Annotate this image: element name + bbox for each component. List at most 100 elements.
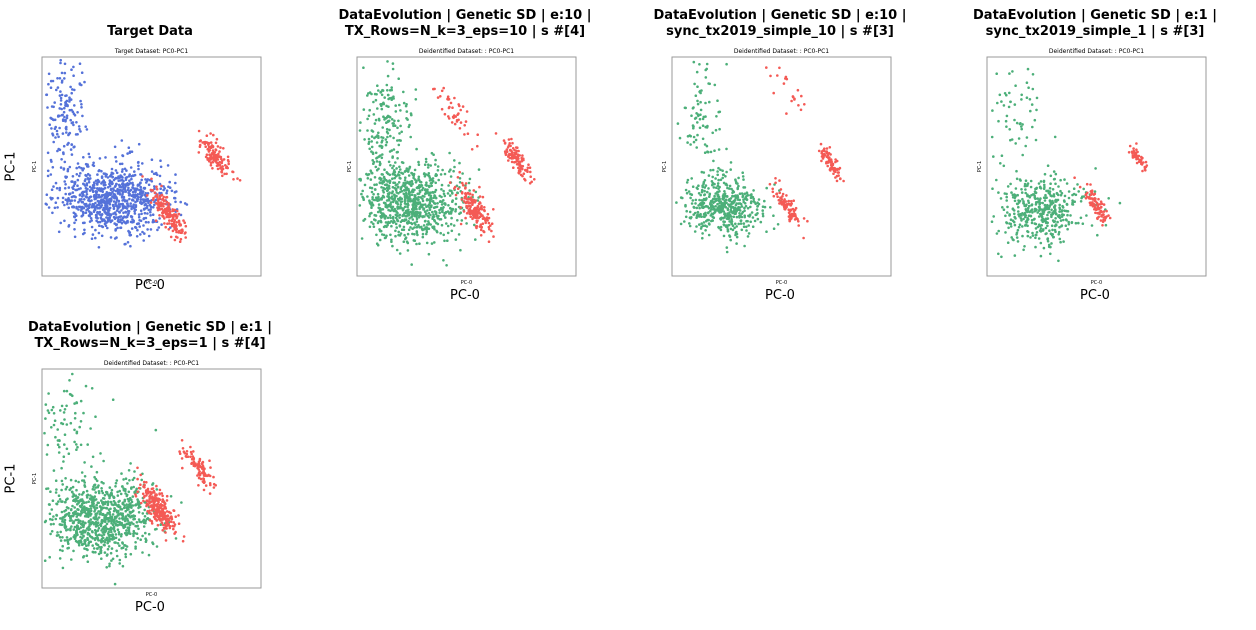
data-point: [1052, 178, 1056, 181]
data-point: [126, 517, 129, 521]
data-point: [141, 230, 144, 234]
data-point: [458, 181, 462, 184]
data-point: [121, 182, 124, 185]
data-point: [114, 485, 117, 488]
data-point: [411, 182, 414, 185]
data-point: [691, 199, 695, 202]
data-point: [77, 187, 80, 191]
data-point: [1001, 206, 1004, 209]
data-point: [156, 202, 160, 206]
data-point: [84, 538, 87, 542]
data-point: [103, 219, 107, 223]
data-point: [118, 489, 121, 493]
data-point: [358, 204, 362, 207]
data-point: [100, 217, 103, 221]
data-point: [179, 237, 183, 241]
data-point: [102, 181, 105, 184]
data-point: [119, 534, 123, 538]
data-point: [694, 198, 698, 202]
data-point: [108, 182, 111, 186]
data-point: [374, 135, 378, 139]
data-point: [76, 111, 79, 114]
data-point: [71, 110, 75, 113]
data-point: [50, 127, 53, 130]
data-point: [141, 162, 144, 165]
data-point: [94, 179, 98, 183]
data-point: [49, 532, 52, 536]
data-point: [87, 178, 91, 181]
data-point: [69, 148, 73, 151]
data-point: [1036, 211, 1039, 214]
data-point: [431, 200, 435, 203]
data-point: [390, 224, 393, 228]
data-point: [106, 502, 110, 505]
data-point: [447, 204, 450, 207]
data-point: [442, 192, 446, 196]
data-point: [110, 517, 113, 520]
data-point: [713, 149, 716, 152]
data-point: [63, 77, 66, 80]
data-point: [66, 103, 69, 107]
data-point: [410, 193, 414, 196]
inner-x-axis-label: PC-0: [146, 280, 158, 286]
data-point: [396, 126, 399, 130]
data-point: [752, 189, 755, 192]
data-point: [63, 187, 67, 190]
data-point: [793, 213, 797, 216]
data-point: [72, 123, 75, 127]
data-point: [121, 207, 125, 210]
data-point: [411, 218, 415, 221]
data-point: [522, 157, 525, 160]
data-point: [453, 96, 456, 100]
data-point: [476, 219, 479, 222]
data-point: [112, 212, 115, 215]
data-point: [785, 200, 788, 203]
data-point: [771, 190, 775, 194]
data-point: [61, 516, 64, 519]
data-point: [1013, 118, 1016, 122]
data-point: [704, 211, 707, 215]
data-point: [478, 195, 482, 198]
data-point: [367, 137, 371, 141]
data-point: [88, 174, 92, 177]
data-point: [369, 169, 372, 172]
data-point: [70, 558, 73, 561]
data-point: [374, 165, 378, 169]
data-point: [756, 204, 759, 208]
data-point: [1067, 196, 1071, 200]
data-point: [428, 176, 432, 179]
data-point: [137, 213, 141, 216]
data-point: [417, 160, 420, 164]
data-point: [123, 167, 127, 171]
data-point: [716, 173, 719, 177]
data-point: [731, 206, 735, 209]
data-point: [383, 168, 386, 171]
data-point: [95, 219, 98, 223]
data-point: [414, 88, 418, 91]
data-point: [164, 212, 168, 216]
data-point: [63, 115, 66, 119]
data-point: [386, 216, 390, 220]
data-point: [707, 82, 710, 85]
data-point: [380, 233, 384, 236]
data-point: [143, 515, 147, 518]
data-point: [413, 194, 417, 197]
data-point: [63, 160, 67, 164]
data-point: [92, 195, 96, 198]
data-point: [381, 89, 385, 92]
data-point: [454, 197, 458, 200]
data-point: [1144, 160, 1148, 164]
data-point: [60, 79, 64, 82]
data-point: [469, 201, 472, 205]
data-point: [1065, 182, 1069, 185]
data-point: [113, 193, 117, 196]
data-point: [472, 189, 476, 192]
data-point: [1049, 194, 1052, 197]
data-point: [1073, 176, 1076, 179]
data-point: [74, 188, 77, 192]
data-point: [991, 187, 994, 190]
data-point: [413, 198, 417, 201]
data-point: [1020, 125, 1023, 128]
data-point: [743, 202, 747, 205]
data-point: [516, 153, 520, 156]
